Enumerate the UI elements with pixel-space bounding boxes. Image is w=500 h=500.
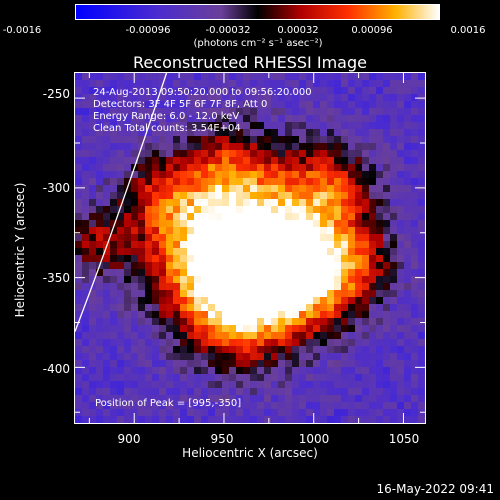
colorbar-tick: -0.00032 — [205, 25, 251, 36]
colorbar-tick: -0.0016 — [2, 25, 42, 36]
colorbar-tick: 0.00032 — [277, 25, 319, 36]
colorbar-tick: -0.00096 — [125, 25, 171, 36]
y-axis-label: Heliocentric Y (arcsec) — [13, 182, 27, 318]
y-tick-label: -350 — [42, 271, 70, 285]
plot-title: Reconstructed RHESSI Image — [133, 53, 367, 72]
solar-limb-line — [75, 73, 168, 332]
colorbar — [75, 4, 440, 20]
y-tick-label: -400 — [42, 362, 70, 376]
heatmap-cells — [75, 73, 425, 423]
colorbar-tick: 0.00096 — [351, 25, 393, 36]
x-tick-label: 900 — [117, 432, 141, 446]
plot-area — [74, 72, 426, 424]
colorbar-units: (photons cm⁻² s⁻¹ asec⁻²) — [193, 38, 323, 49]
colorbar-tick: 0.0016 — [450, 25, 486, 36]
y-tick-label: -250 — [42, 87, 70, 101]
x-tick-label: 950 — [210, 432, 234, 446]
info-detectors: Detectors: 3F 4F 5F 6F 7F 8F, Att 0 — [93, 99, 268, 110]
x-axis-label: Heliocentric X (arcsec) — [182, 446, 318, 460]
y-tick-label: -300 — [42, 181, 70, 195]
info-time-range: 24-Aug-2013 09:50:20.000 to 09:56:20.000 — [93, 87, 312, 98]
info-clean-counts: Clean Total counts: 3.54E+04 — [93, 123, 241, 134]
info-energy-range: Energy Range: 6.0 - 12.0 keV — [93, 111, 240, 122]
x-tick-label: 1050 — [388, 432, 420, 446]
heatmap-image — [75, 73, 425, 423]
peak-position-label: Position of Peak = [995,-350] — [95, 398, 242, 409]
timestamp: 16-May-2022 09:41 — [376, 482, 494, 496]
x-tick-label: 1000 — [298, 432, 330, 446]
